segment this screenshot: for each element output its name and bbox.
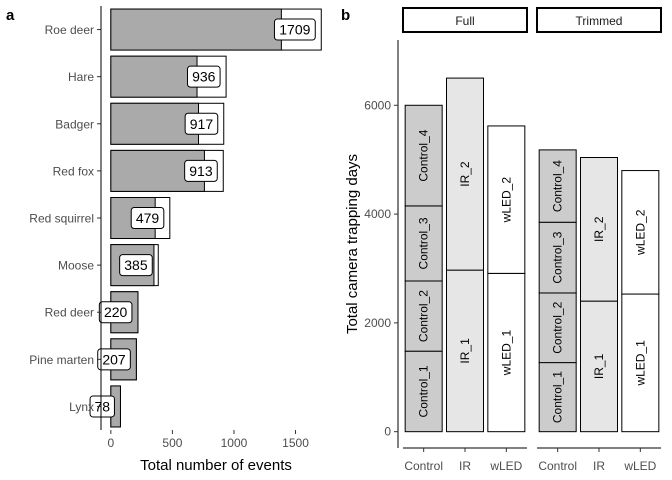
bar-subset	[110, 55, 198, 98]
x-tick-label: wLED	[489, 459, 522, 473]
facet-title: Trimmed	[576, 14, 623, 28]
y-tick-label: Red squirrel	[29, 212, 94, 226]
segment-label: Control_2	[551, 301, 565, 353]
data-label: 917	[190, 116, 214, 132]
facet-title: Full	[455, 14, 474, 28]
data-label: 913	[189, 163, 213, 179]
panel-a: a 1709 936 917 913 479 385 220 207 78 Roe deer Ha…	[6, 6, 322, 474]
data-label-box	[273, 18, 316, 41]
x-tick-label: 1000	[221, 436, 248, 450]
y-tick-label: Moose	[58, 259, 94, 273]
bar-subset	[110, 8, 282, 51]
y-tick-label: 2000	[364, 316, 391, 330]
facet-1: Trimmed Control_1 Control_2 Control_3 Contro…	[536, 7, 662, 473]
panel-a-x-axis-title: Total number of events	[140, 457, 292, 474]
data-label-box	[89, 395, 115, 418]
data-label: 936	[192, 69, 216, 85]
panel-b-y-axis: 0 2000 4000 6000	[364, 40, 399, 448]
panel-a-label: a	[6, 7, 15, 24]
y-tick-label: Red deer	[45, 306, 94, 320]
data-label-box	[184, 112, 219, 135]
facet-strip	[536, 7, 662, 33]
segment-label: IR_2	[592, 216, 606, 242]
y-tick-label: Roe deer	[45, 23, 94, 37]
data-label: 220	[104, 304, 128, 320]
stack-segment	[538, 149, 577, 223]
segment-label: wLED_1	[499, 330, 513, 377]
segment-label: IR_1	[592, 353, 606, 379]
data-label-box	[186, 65, 221, 88]
stack-segment	[404, 350, 443, 433]
segment-label: Control_1	[417, 365, 431, 417]
x-tick-label: 0	[108, 436, 115, 450]
panel-a-x-axis: 0 500 1000 1500	[100, 6, 309, 450]
data-label: 479	[136, 210, 160, 226]
panel-a-bars: 1709 936 917 913 479 385 220 207 78	[89, 8, 322, 428]
data-label-box	[184, 159, 218, 182]
x-tick-label: IR	[459, 459, 471, 473]
data-label: 385	[124, 257, 148, 273]
segment-label: Control_2	[417, 290, 431, 342]
segment-label: wLED_2	[499, 177, 513, 224]
segment-label: wLED_1	[633, 340, 647, 387]
segment-label: Control_3	[551, 231, 565, 283]
panel-a-category-labels: Roe deer Hare Badger Red fox Red squirrel Moo…	[29, 23, 101, 414]
x-tick-label: 1500	[282, 436, 309, 450]
y-tick-label: 6000	[364, 98, 391, 112]
stack-segment	[538, 362, 577, 433]
stack-segment	[404, 205, 443, 282]
y-tick-label: Lynx	[69, 400, 94, 414]
y-tick-label: Hare	[68, 70, 94, 84]
segment-label: IR_2	[458, 161, 472, 187]
x-tick-label: Control	[404, 459, 443, 473]
y-tick-label: Red fox	[53, 164, 94, 178]
segment-label: Control_4	[417, 129, 431, 181]
stack-segment	[446, 269, 484, 433]
facet-0: Full Control_1 Control_2 Control_3 Control_4…	[402, 7, 528, 473]
y-tick-label: Pine marten	[29, 353, 94, 367]
segment-label: Control_4	[551, 160, 565, 212]
x-tick-label: 500	[162, 436, 182, 450]
panel-b-facets: Full Control_1 Control_2 Control_3 Control_4…	[402, 7, 662, 473]
panel-b-y-axis-title: Total camera trapping days	[344, 154, 361, 334]
y-tick-label: 0	[384, 425, 391, 439]
data-label-box	[130, 207, 165, 229]
data-label: 1709	[279, 22, 310, 38]
stack-segment	[538, 221, 577, 294]
segment-label: Control_1	[551, 371, 565, 423]
facet-strip	[402, 7, 528, 33]
stack-segment	[404, 280, 443, 352]
stack-segment	[404, 104, 443, 207]
x-tick-label: IR	[593, 459, 605, 473]
y-tick-label: 4000	[364, 207, 391, 221]
data-label: 207	[102, 351, 126, 367]
stack-segment	[538, 292, 577, 364]
stack-segment	[446, 77, 484, 271]
stack-segment	[487, 272, 526, 433]
panel-b: b Total camera trapping days 0 2000 4000 60…	[341, 7, 662, 473]
segment-label: Control_3	[417, 217, 431, 269]
data-label: 78	[94, 398, 110, 414]
stack-segment	[487, 125, 526, 274]
segment-label: IR_1	[458, 338, 472, 364]
stack-segment	[621, 293, 660, 433]
data-label-box	[119, 254, 153, 277]
y-tick-label: Badger	[55, 117, 94, 131]
panel-b-label: b	[341, 7, 350, 24]
segment-label: wLED_2	[633, 209, 647, 256]
x-tick-label: Control	[538, 459, 577, 473]
stack-segment	[580, 157, 618, 302]
x-tick-label: wLED	[623, 459, 656, 473]
stack-segment	[621, 170, 660, 295]
bar-subset	[110, 102, 200, 145]
